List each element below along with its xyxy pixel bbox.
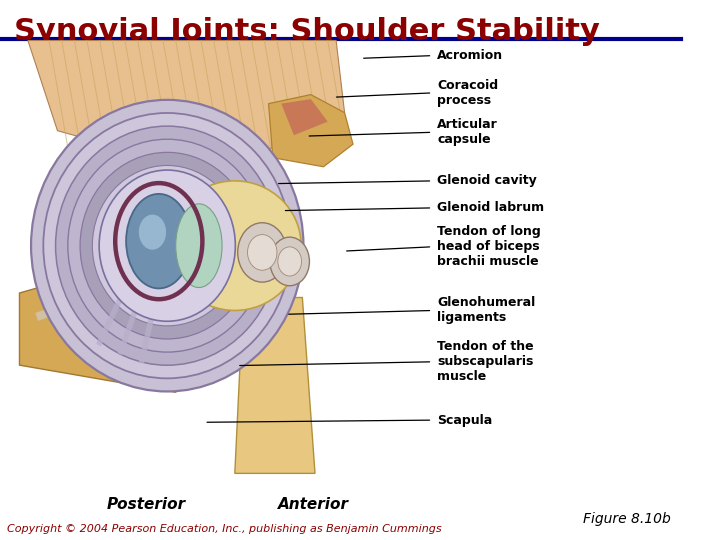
Ellipse shape (248, 234, 277, 270)
Ellipse shape (238, 222, 287, 282)
Ellipse shape (43, 113, 291, 379)
Polygon shape (28, 40, 345, 158)
Text: Scapula: Scapula (437, 414, 492, 427)
Ellipse shape (168, 181, 301, 310)
Ellipse shape (55, 126, 279, 365)
Text: Acromion: Acromion (437, 49, 503, 62)
Polygon shape (235, 298, 315, 474)
Ellipse shape (176, 204, 222, 287)
Text: Anterior: Anterior (278, 497, 348, 512)
Polygon shape (282, 99, 328, 135)
Text: Glenoid labrum: Glenoid labrum (437, 201, 544, 214)
Text: Synovial Joints: Shoulder Stability: Synovial Joints: Shoulder Stability (14, 17, 600, 46)
Ellipse shape (126, 194, 192, 288)
Ellipse shape (68, 139, 266, 352)
Text: Glenohumeral
ligaments: Glenohumeral ligaments (437, 296, 536, 325)
Polygon shape (19, 275, 192, 392)
Polygon shape (269, 94, 353, 167)
Ellipse shape (31, 100, 303, 392)
Text: Posterior: Posterior (107, 497, 186, 512)
Text: Tendon of long
head of biceps
brachii muscle: Tendon of long head of biceps brachii mu… (437, 225, 541, 268)
Text: Copyright © 2004 Pearson Education, Inc., publishing as Benjamin Cummings: Copyright © 2004 Pearson Education, Inc.… (6, 523, 441, 534)
Ellipse shape (278, 247, 302, 276)
Ellipse shape (99, 170, 235, 321)
Text: Coracoid
process: Coracoid process (437, 79, 498, 107)
Text: Articular
capsule: Articular capsule (437, 118, 498, 146)
Ellipse shape (139, 214, 166, 249)
Ellipse shape (80, 152, 254, 339)
Ellipse shape (92, 165, 242, 326)
Text: Glenoid cavity: Glenoid cavity (437, 174, 537, 187)
Text: Figure 8.10b: Figure 8.10b (583, 512, 671, 526)
Text: Tendon of the
subscapularis
muscle: Tendon of the subscapularis muscle (437, 340, 534, 383)
Ellipse shape (270, 237, 310, 286)
